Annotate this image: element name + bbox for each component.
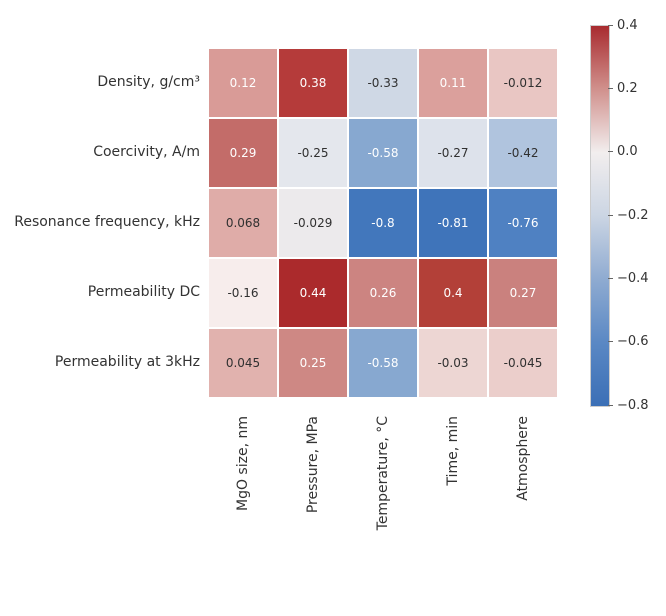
- heatmap-cell: -0.76: [488, 188, 558, 258]
- col-label: Temperature, °C: [375, 416, 391, 616]
- heatmap-cell: 0.44: [278, 258, 348, 328]
- figure: 0.12 0.38 -0.33 0.11 -0.012 0.29 -0.25 -0.58 -0.…: [0, 0, 666, 536]
- heatmap-cell: 0.26: [348, 258, 418, 328]
- heatmap-row: 0.29 -0.25 -0.58 -0.27 -0.42: [208, 118, 558, 188]
- heatmap-cell-value: -0.25: [297, 146, 328, 160]
- col-label: Atmosphere: [515, 416, 531, 616]
- colorbar-tick-mark: [608, 278, 613, 279]
- heatmap-cell: -0.81: [418, 188, 488, 258]
- row-label: Density, g/cm³: [97, 74, 200, 90]
- heatmap-cell-value: 0.4: [443, 286, 462, 300]
- heatmap-cell-value: 0.12: [230, 76, 257, 90]
- heatmap-cell: -0.03: [418, 328, 488, 398]
- heatmap-cell: 0.4: [418, 258, 488, 328]
- heatmap-cell-value: 0.38: [300, 76, 327, 90]
- colorbar-tick-label: 0.2: [617, 81, 638, 96]
- col-label: MgO size, nm: [235, 416, 251, 616]
- heatmap-cell: -0.25: [278, 118, 348, 188]
- heatmap-cell-value: -0.27: [437, 146, 468, 160]
- colorbar-tick: 0.0: [608, 144, 638, 159]
- heatmap-row: 0.068 -0.029 -0.8 -0.81 -0.76: [208, 188, 558, 258]
- row-label: Resonance frequency, kHz: [14, 214, 200, 230]
- colorbar-tick: −0.4: [608, 271, 649, 286]
- colorbar-tick-mark: [608, 25, 613, 26]
- heatmap-row: 0.045 0.25 -0.58 -0.03 -0.045: [208, 328, 558, 398]
- col-label: Time, min: [445, 416, 461, 616]
- colorbar-tick-label: −0.4: [617, 271, 649, 286]
- colorbar-tick-mark: [608, 88, 613, 89]
- colorbar-tick-mark: [608, 215, 613, 216]
- heatmap-cell: -0.58: [348, 328, 418, 398]
- col-label: Pressure, MPa: [305, 416, 321, 616]
- heatmap-cell-value: 0.045: [226, 356, 260, 370]
- heatmap-row: 0.12 0.38 -0.33 0.11 -0.012: [208, 48, 558, 118]
- colorbar-tick: 0.2: [608, 81, 638, 96]
- heatmap-cell-value: -0.76: [507, 216, 538, 230]
- heatmap-cell: -0.045: [488, 328, 558, 398]
- colorbar-tick-label: 0.4: [617, 18, 638, 33]
- heatmap-cell: -0.029: [278, 188, 348, 258]
- heatmap-cell-value: 0.27: [510, 286, 537, 300]
- heatmap-cell-value: -0.58: [367, 356, 398, 370]
- heatmap-cell: -0.42: [488, 118, 558, 188]
- heatmap-cell-value: -0.03: [437, 356, 468, 370]
- heatmap-cell-value: 0.068: [226, 216, 260, 230]
- heatmap-cell: 0.11: [418, 48, 488, 118]
- heatmap-cell-value: -0.8: [371, 216, 394, 230]
- colorbar-gradient: [590, 25, 610, 407]
- colorbar-tick-label: −0.8: [617, 398, 649, 413]
- colorbar-tick-label: −0.6: [617, 334, 649, 349]
- heatmap-cell: -0.27: [418, 118, 488, 188]
- correlation-heatmap: 0.12 0.38 -0.33 0.11 -0.012 0.29 -0.25 -0.58 -0.…: [208, 48, 558, 398]
- heatmap-cell: 0.27: [488, 258, 558, 328]
- heatmap-cell: 0.29: [208, 118, 278, 188]
- heatmap-cell-value: -0.029: [294, 216, 333, 230]
- colorbar-tick-mark: [608, 341, 613, 342]
- heatmap-cell-value: 0.11: [440, 76, 467, 90]
- heatmap-cell-value: -0.045: [504, 356, 543, 370]
- colorbar-tick: 0.4: [608, 18, 638, 33]
- heatmap-cell: -0.8: [348, 188, 418, 258]
- heatmap-cell-value: 0.25: [300, 356, 327, 370]
- colorbar-tick: −0.2: [608, 208, 649, 223]
- heatmap-cell-value: -0.58: [367, 146, 398, 160]
- heatmap-cell: 0.045: [208, 328, 278, 398]
- colorbar-tick-label: 0.0: [617, 144, 638, 159]
- heatmap-row: -0.16 0.44 0.26 0.4 0.27: [208, 258, 558, 328]
- heatmap-cell-value: -0.012: [504, 76, 543, 90]
- heatmap-cell: -0.33: [348, 48, 418, 118]
- heatmap-cell: -0.16: [208, 258, 278, 328]
- heatmap-cell-value: -0.33: [367, 76, 398, 90]
- row-label: Permeability at 3kHz: [55, 354, 200, 370]
- heatmap-cell: -0.012: [488, 48, 558, 118]
- heatmap-cell-value: 0.29: [230, 146, 257, 160]
- heatmap-cell-value: -0.81: [437, 216, 468, 230]
- heatmap-cell: 0.12: [208, 48, 278, 118]
- heatmap-cell-value: -0.16: [227, 286, 258, 300]
- colorbar-tick: −0.8: [608, 398, 649, 413]
- row-label: Coercivity, A/m: [93, 144, 200, 160]
- heatmap-cell-value: 0.26: [370, 286, 397, 300]
- heatmap-cell-value: -0.42: [507, 146, 538, 160]
- heatmap-cell-value: 0.44: [300, 286, 327, 300]
- heatmap-cell: 0.25: [278, 328, 348, 398]
- colorbar-tick: −0.6: [608, 334, 649, 349]
- colorbar-tick-label: −0.2: [617, 208, 649, 223]
- heatmap-cell: 0.068: [208, 188, 278, 258]
- colorbar-tick-mark: [608, 405, 613, 406]
- heatmap-cell: 0.38: [278, 48, 348, 118]
- colorbar-tick-mark: [608, 151, 613, 152]
- heatmap-cell: -0.58: [348, 118, 418, 188]
- row-label: Permeability DC: [88, 284, 200, 300]
